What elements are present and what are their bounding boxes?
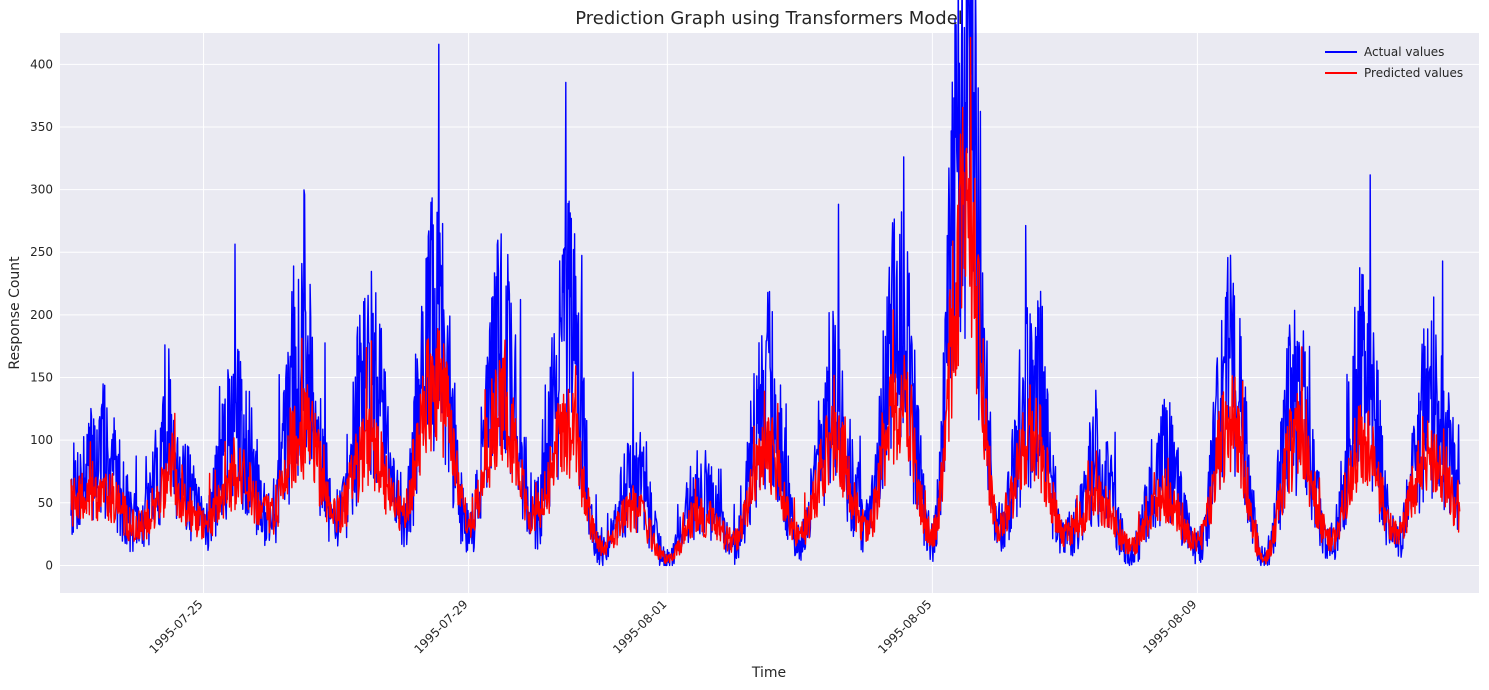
y-tick-label: 0 <box>45 558 53 572</box>
x-tick-label: 1995-08-09 <box>1140 597 1199 656</box>
series-line-predicted <box>70 36 1461 565</box>
y-tick-label: 300 <box>30 183 53 197</box>
y-tick-label: 100 <box>30 433 53 447</box>
y-axis-label: Response Count <box>7 256 23 370</box>
y-tick-label: 50 <box>38 496 53 510</box>
x-tick-label: 1995-08-01 <box>610 597 669 656</box>
y-tick-labels: 0 50 100 150 200 250 300 350 400 <box>30 57 53 572</box>
y-tick-label: 150 <box>30 371 53 385</box>
y-tick-label: 200 <box>30 308 53 322</box>
x-tick-label: 1995-07-29 <box>411 597 470 656</box>
y-tick-label: 250 <box>30 245 53 259</box>
series-layer <box>70 0 1461 567</box>
x-tick-label: 1995-08-05 <box>875 597 934 656</box>
legend-label-actual: Actual values <box>1364 45 1444 59</box>
x-gridlines <box>203 33 1198 593</box>
chart-title: Prediction Graph using Transformers Mode… <box>575 8 963 29</box>
x-axis-label: Time <box>751 665 786 681</box>
x-tick-label: 1995-07-25 <box>146 597 205 656</box>
y-tick-label: 350 <box>30 120 53 134</box>
legend-label-predicted: Predicted values <box>1364 66 1463 80</box>
x-tick-labels: 1995-07-25 1995-07-29 1995-08-01 1995-08-05… <box>146 597 1199 656</box>
legend: Actual values Predicted values <box>1325 45 1463 80</box>
y-tick-label: 400 <box>30 57 53 71</box>
